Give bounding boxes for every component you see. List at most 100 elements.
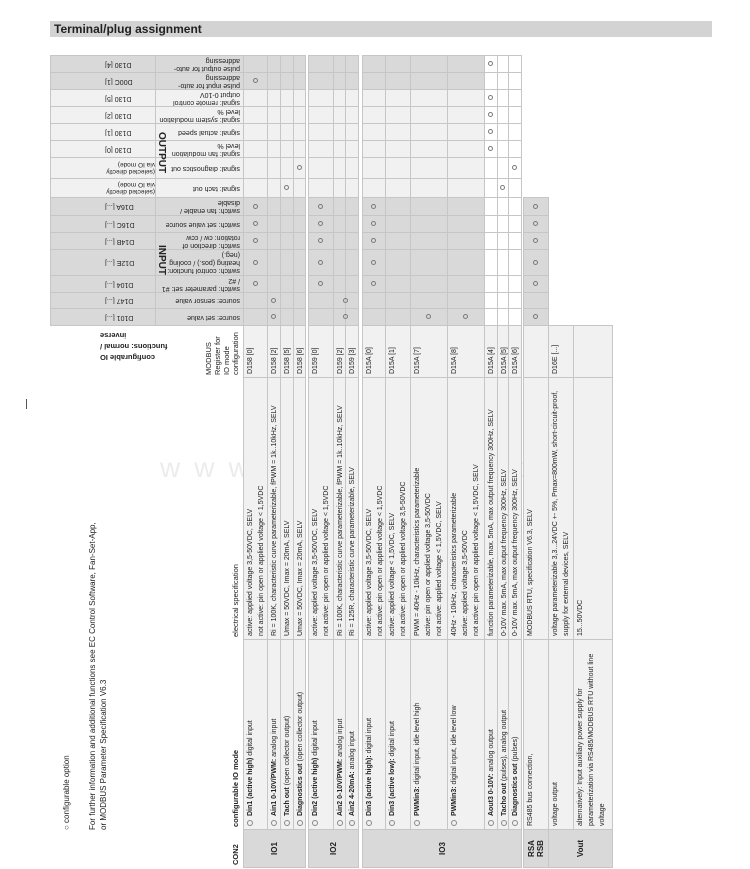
matrix-cell-diag3 xyxy=(508,197,522,216)
modbus-register-cell: D159 [3] xyxy=(345,325,359,378)
spec-line: active: applied voltage < 1,5VDC, SELV xyxy=(389,512,396,636)
io-mode-table: CON2 configurable IO mode electrical speci… xyxy=(190,325,613,868)
matrix-cell-din2 xyxy=(308,308,334,326)
matrix-cell-din3l xyxy=(385,197,411,216)
modbus-register-cell: D15A [4] xyxy=(484,325,498,378)
matrix-cell-din3l xyxy=(385,72,411,90)
option-circle-icon xyxy=(284,820,291,826)
matrix-cell-aout3 xyxy=(484,232,498,250)
electrical-spec-cell: active: applied voltage 3,5-50VDC, SELV n… xyxy=(243,377,268,640)
matrix-cell-diag3 xyxy=(508,123,522,141)
register-label: D12E [...] xyxy=(105,259,135,267)
matrix-cell-din3l xyxy=(385,178,411,198)
option-circle-icon xyxy=(252,78,258,83)
io-mode-desc: voltage output xyxy=(552,782,559,826)
electrical-spec-cell: Umax = 50VDC, Imax = 20mA, SELV xyxy=(293,377,306,640)
spec-line: Umax = 50VDC, Imax = 20mA, SELV xyxy=(284,520,291,636)
matrix-cell-diag3 xyxy=(508,249,522,276)
option-circle-icon xyxy=(349,820,356,826)
option-circle-icon xyxy=(297,820,304,826)
matrix-cell-din2 xyxy=(308,89,334,107)
matrix-cell-diag3 xyxy=(508,178,522,198)
io-mode-desc: digital input xyxy=(389,721,396,759)
option-circle-icon xyxy=(252,259,258,265)
matrix-cell-din3h xyxy=(362,178,386,198)
register-cell: D16C [...] xyxy=(50,215,156,233)
matrix-cell-din3l xyxy=(385,55,411,73)
legend-note: ○ configurable option xyxy=(62,755,71,830)
option-circle-icon xyxy=(533,203,538,209)
option-circle-icon xyxy=(488,95,493,100)
signal-cell: signal: remote control output 0-10V xyxy=(155,89,244,107)
register-label: D130 [2] xyxy=(105,112,132,119)
matrix-cell-diag3 xyxy=(508,275,522,293)
io-mode-desc: digital input xyxy=(366,717,373,756)
spec-line: 15...50VDC xyxy=(577,599,584,636)
option-circle-icon xyxy=(337,820,344,826)
option-circle-icon xyxy=(318,281,323,286)
matrix-cell-tach1 xyxy=(280,72,294,90)
matrix-cell-din3h xyxy=(362,55,386,73)
option-circle-icon xyxy=(252,238,258,243)
matrix-cell-ain1 xyxy=(267,232,281,250)
io-mode-cell: Diagnostics out (pulses) xyxy=(508,639,522,830)
option-circle-icon xyxy=(318,238,323,243)
matrix-cell-tach1 xyxy=(280,215,294,233)
matrix-cell-din2 xyxy=(308,72,334,90)
matrix-cell-diag3 xyxy=(508,232,522,250)
option-circle-icon xyxy=(501,820,508,826)
matrix-cell-diag3 xyxy=(508,215,522,233)
io-mode-desc: digital input xyxy=(312,720,319,758)
matrix-cell-ain2b xyxy=(345,140,359,158)
electrical-spec-cell: Ri = 100K, characteristic curve paramete… xyxy=(267,377,281,640)
io-mode-name: Ain1 0-10V/PWM: xyxy=(271,758,278,816)
signal-cell: signal: system modulation level % xyxy=(155,106,244,124)
io-mode-desc: alternatively: Input auxiliary power sup… xyxy=(577,653,606,826)
matrix-cell-aout3 xyxy=(484,308,498,326)
matrix-cell-aout3 xyxy=(484,249,498,276)
io-mode-desc: (pulses), analog output xyxy=(501,709,508,784)
matrix-cell-tach1 xyxy=(280,55,294,73)
matrix-cell-ain1 xyxy=(267,157,281,179)
matrix-cell-pwml xyxy=(447,123,485,141)
matrix-cell-ain1 xyxy=(267,89,281,107)
io-mode-desc: digital input, idle level high xyxy=(414,702,421,787)
io-mode-desc: (open collector output) xyxy=(297,691,304,764)
option-circle-icon xyxy=(414,820,421,826)
io-mode-cell: PWMin3: digital input, idle level high xyxy=(410,639,448,830)
matrix-cell-din1 xyxy=(243,292,268,309)
spec-line: not active: pin open or applied voltage … xyxy=(400,481,407,637)
signal-cell: switch: direction of rotation: cw / ccw xyxy=(155,232,244,250)
matrix-cell-aout3 xyxy=(484,72,498,90)
register-cell: D147 [...] xyxy=(50,292,156,309)
matrix-cell-din1 xyxy=(243,140,268,158)
matrix-cell-din3l xyxy=(385,308,411,326)
io-mode-cell: Ain2 4-20mA: analog input xyxy=(345,639,359,830)
register-cell: D130 [4] xyxy=(50,55,156,73)
signal-label: source: sensor value xyxy=(175,297,240,305)
io-mode-desc: analog input xyxy=(271,718,278,759)
matrix-cell-aout3 xyxy=(484,157,498,179)
register-cell: D14B [...] xyxy=(50,232,156,250)
matrix-cell-pwml xyxy=(447,215,485,233)
register-label: D101 [...] xyxy=(105,314,134,321)
io-mode-name: Ain2 0-10V/PWM: xyxy=(337,758,344,816)
electrical-spec-cell: MODBUS RTU, specification V6.3, SELV xyxy=(523,377,549,640)
spec-line: 0-10V max. 5mA, max output frequency 300… xyxy=(512,469,519,636)
option-circle-icon xyxy=(312,820,319,826)
signal-label: signal: actual speed xyxy=(178,129,240,136)
matrix-cell-diag1 xyxy=(293,178,306,198)
electrical-spec-cell: 0-10V max. 5mA, max output frequency 300… xyxy=(508,377,522,640)
matrix-cell-diag3 xyxy=(508,140,522,158)
option-circle-icon xyxy=(463,314,468,319)
electrical-spec-cell: 40Hz - 10kHz, characteristics parameteri… xyxy=(447,377,485,640)
matrix-cell-din3l xyxy=(385,140,411,158)
spec-line: active: applied voltage 3,5-50VDC xyxy=(462,530,469,636)
matrix-cell-ain2b xyxy=(345,215,359,233)
io-mode-desc: analog output xyxy=(488,729,495,774)
register-cell: D16A [...] xyxy=(50,197,156,216)
option-circle-icon xyxy=(252,221,258,226)
io-mode-name: Diagnostics out xyxy=(512,763,519,816)
option-circle-icon xyxy=(371,238,376,243)
matrix-cell-aout3 xyxy=(484,275,498,293)
